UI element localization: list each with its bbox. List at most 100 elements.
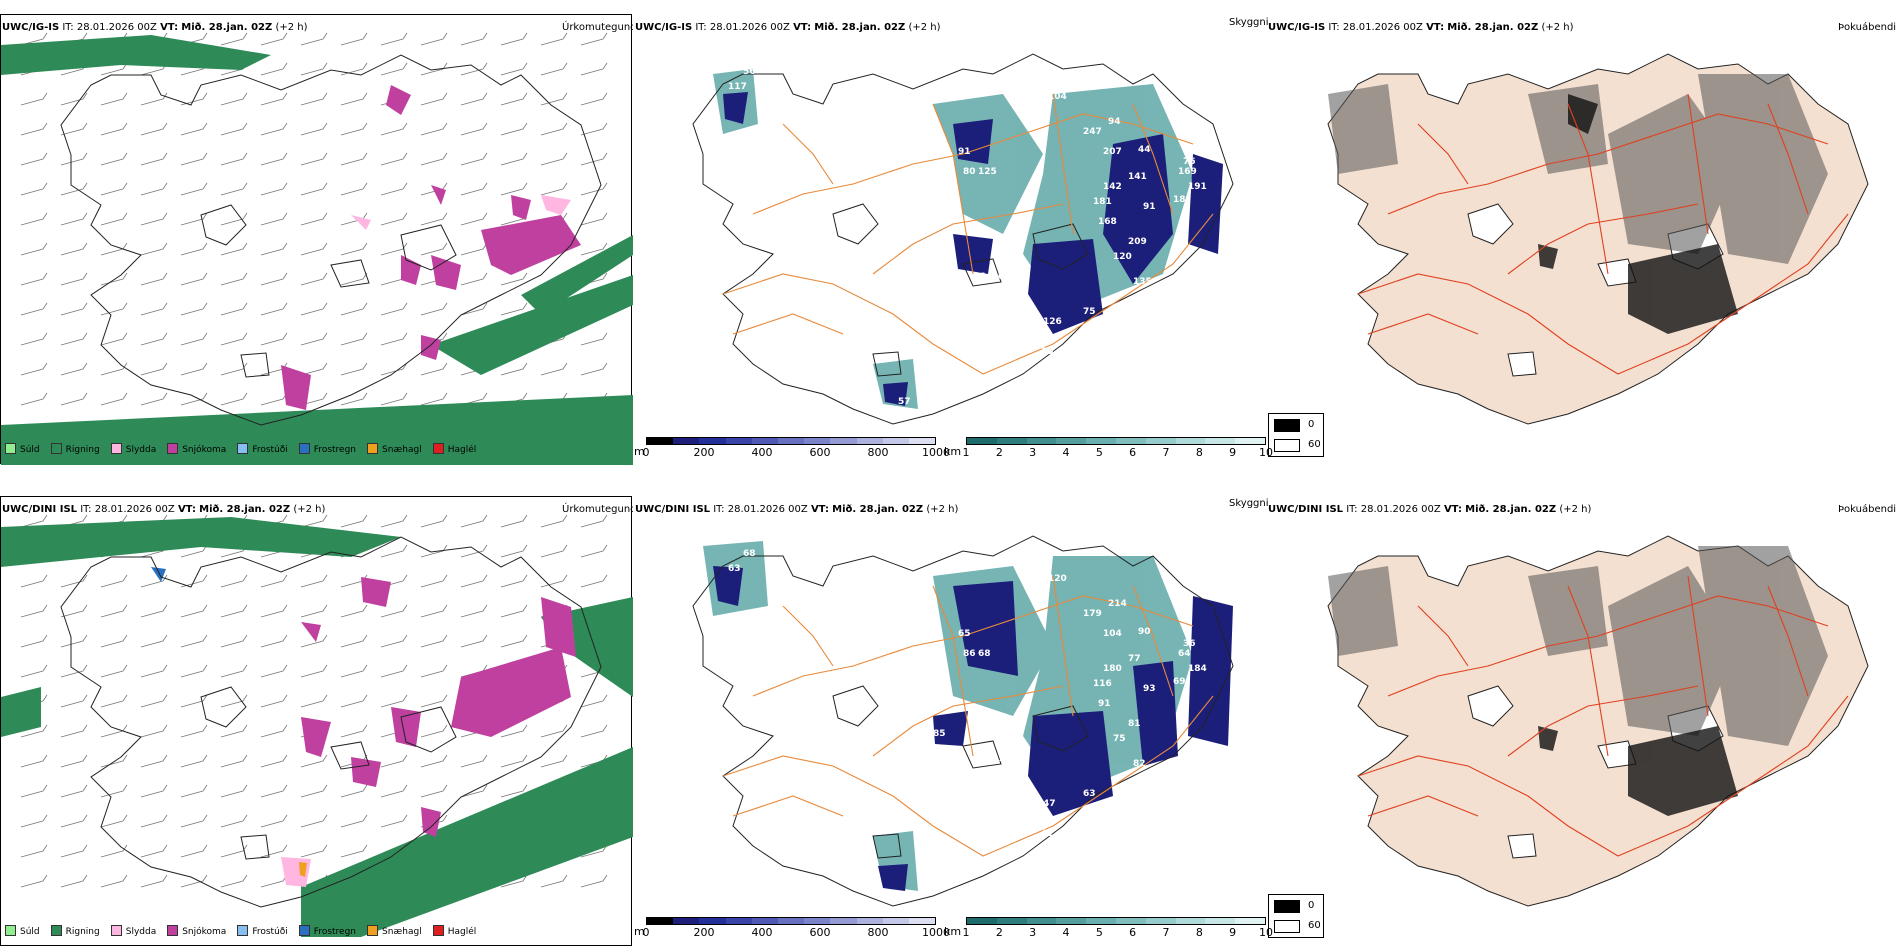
colorbar-cell	[725, 438, 752, 444]
wind-barb	[420, 362, 448, 376]
legend-label: Snæhagl	[382, 927, 422, 937]
wind-barb	[500, 544, 528, 558]
colorbar-tick: 400	[751, 926, 773, 939]
cloud-base-label: 104	[1103, 629, 1122, 639]
wind-barb	[20, 574, 48, 588]
wind-barb	[60, 392, 88, 406]
cloud-base-label: 44	[1138, 145, 1151, 155]
precip-type-panel-row2: Súld Rigning Slydda Snjókoma Frostúði Frostre…	[0, 496, 633, 946]
wind-barb	[460, 152, 488, 166]
colorbar-cell	[1205, 438, 1236, 444]
road	[1367, 795, 1479, 817]
wind-barb	[580, 332, 608, 346]
road	[1767, 585, 1809, 697]
precip-title: Úrkomutegund	[562, 22, 637, 33]
cloud-base-label: 68	[978, 649, 991, 659]
wind-barb	[460, 574, 488, 588]
wind-barb	[100, 362, 128, 376]
wind-barb	[180, 392, 208, 406]
wind-barb	[300, 122, 328, 136]
colorbar-cell	[1115, 438, 1146, 444]
wind-barb	[100, 182, 128, 196]
wind-barb	[580, 362, 608, 376]
wind-barb	[20, 724, 48, 738]
wind-barb	[300, 362, 328, 376]
cloud-base-label: 191	[1188, 182, 1207, 192]
colorbar-tick: 4	[1062, 926, 1070, 939]
cloud-base-label: 102	[993, 252, 1012, 262]
legend-label: Snjókoma	[182, 927, 227, 937]
cloud-base-label: 39	[1041, 347, 1054, 357]
wind-barb	[140, 92, 168, 106]
wind-barb	[300, 754, 328, 768]
wind-barb	[220, 634, 248, 648]
wind-barb	[460, 212, 488, 226]
cloud-base-label: 76	[1183, 157, 1196, 167]
wind-barb	[380, 754, 408, 768]
wind-barb	[460, 544, 488, 558]
wind-barb	[20, 604, 48, 618]
wind-barbs	[20, 514, 608, 888]
wind-barb	[340, 724, 368, 738]
wind-barb	[260, 32, 288, 46]
wind-barb	[460, 182, 488, 196]
cloud-base-label: 75	[1113, 734, 1126, 744]
wind-barb	[140, 634, 168, 648]
wind-barb	[60, 212, 88, 226]
legend-item: Rigning	[50, 443, 100, 456]
wind-barb	[220, 574, 248, 588]
wind-barb	[420, 664, 448, 678]
wind-barb	[260, 242, 288, 256]
wind-barb	[260, 574, 288, 588]
wind-barb	[420, 634, 448, 648]
wind-barb	[460, 122, 488, 136]
legend-item: Frostregn	[298, 443, 356, 456]
glacier-outline	[330, 259, 370, 288]
legend-item: Slydda	[110, 443, 156, 456]
colorbar-cell	[996, 438, 1027, 444]
legend-item: Rigning	[50, 925, 100, 938]
wind-barb	[420, 122, 448, 136]
road	[1507, 685, 1699, 757]
road	[932, 103, 974, 275]
coastline	[692, 535, 1234, 907]
wind-barb	[260, 62, 288, 76]
wind-barb	[60, 874, 88, 888]
road	[1767, 103, 1809, 215]
glacier-outline	[962, 740, 1002, 769]
colorbar-tick: 9	[1229, 446, 1237, 459]
glacier-outline	[832, 685, 879, 727]
wind-barb	[500, 272, 528, 286]
cloud-base-label: 135	[1133, 277, 1152, 287]
road	[1507, 203, 1699, 275]
cloud-base-label: 75	[1083, 307, 1096, 317]
wind-barb	[180, 272, 208, 286]
glacier-area	[1507, 351, 1537, 377]
wind-barb	[140, 182, 168, 196]
cloud-base-label: 184	[1188, 664, 1207, 674]
wind-barb	[100, 814, 128, 828]
wind-barb	[380, 242, 408, 256]
cloud-base-label: 81	[1128, 719, 1141, 729]
glacier-outline	[872, 833, 902, 859]
wind-barb	[260, 664, 288, 678]
wind-barb	[500, 874, 528, 888]
wind-barb	[340, 152, 368, 166]
wind-barb	[460, 754, 488, 768]
colorbar-cell	[673, 918, 700, 924]
wind-barb	[220, 874, 248, 888]
wind-barb	[20, 784, 48, 798]
colorbar-tick: 8	[1195, 926, 1203, 939]
glacier-outline	[832, 203, 879, 245]
colorbar-cell	[804, 438, 831, 444]
wind-barb	[300, 92, 328, 106]
colorbar-tick: 6	[1129, 446, 1137, 459]
wind-barb	[100, 634, 128, 648]
wind-barb	[380, 694, 408, 708]
legend-swatch	[298, 443, 310, 454]
cloud-base-label: 179	[1083, 609, 1102, 619]
colorbar-cell	[777, 918, 805, 924]
cloud-base-label: 36	[1183, 639, 1196, 649]
wind-barb	[420, 724, 448, 738]
